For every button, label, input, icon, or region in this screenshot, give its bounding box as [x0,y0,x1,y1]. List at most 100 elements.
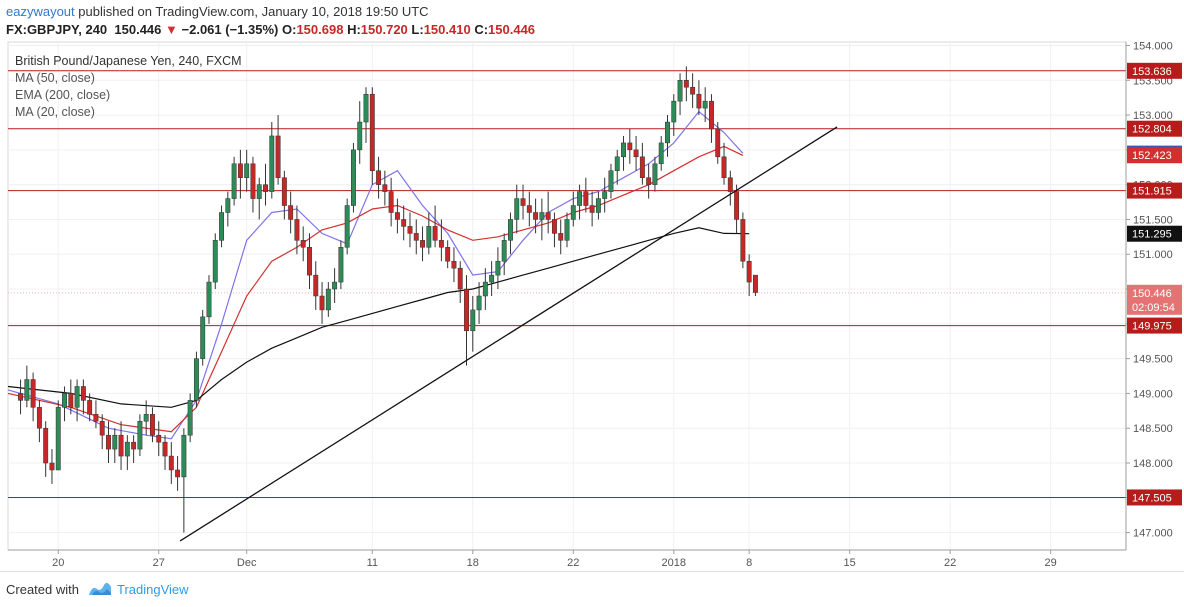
level-price-tag-bg [1127,317,1182,334]
time-axis[interactable]: 20 27 Dec 11 18 22 2018 8 15 22 29 [52,550,1057,569]
candle-body [181,434,187,478]
open-label: O: [282,22,297,37]
candle-body [376,170,382,185]
candle-body [200,316,206,359]
candle-body [445,247,451,262]
x-tick-label: 2018 [662,557,686,569]
candle-body [43,427,49,464]
candle-body [690,86,696,95]
candle-body [508,219,513,241]
candle-body [112,434,118,450]
candle-body [118,434,124,457]
candle-body [451,260,457,269]
candle-body [36,407,42,429]
candle-body [237,163,243,178]
candle-body [175,469,181,478]
candle-body [558,233,564,241]
legend-ma20: MA (20, close) [15,105,95,119]
footer: Created with TradingView [0,571,1184,607]
candle-body [671,100,677,123]
candle-body [99,421,105,436]
candle-body [319,295,325,311]
candle-body [250,163,256,199]
x-tick-label: 11 [367,557,378,569]
plot-area[interactable] [7,41,1127,551]
level-price-tag-bg [1127,62,1182,79]
candle-body [187,400,193,436]
horizontal-levels [8,70,1126,498]
candle-body [721,156,727,178]
x-tick-label: 22 [944,557,956,569]
candle-body [288,205,294,220]
candle-body [162,441,168,457]
candle-body [87,400,93,415]
candle-body [55,407,61,471]
candle-body [168,455,174,471]
candle-body [470,309,476,332]
candle-body [106,434,111,450]
candle-body [520,198,526,206]
open-value: 150.698 [296,22,344,37]
candle-body [464,288,469,332]
candle-body [533,212,539,220]
candle-body [294,219,300,241]
candle-body [49,462,55,471]
candle-body [696,93,702,109]
candle-body [740,219,746,262]
candle-body [24,379,30,401]
candle-body [219,212,225,241]
candle-body [633,149,639,158]
tradingview-link[interactable]: TradingView [117,582,189,597]
publish-line: eazywayout published on TradingView.com,… [6,4,429,19]
candle-body [401,219,407,227]
price-chart[interactable]: 147.000147.500148.000148.500149.000149.5… [0,0,1184,571]
legend-ma50: MA (50, close) [15,71,95,85]
trendline-group[interactable] [179,126,838,542]
candle-body [621,142,626,158]
candle-body [369,93,375,171]
y-tick-label: 148.500 [1133,423,1173,435]
candle-body [457,267,463,290]
candle-body [325,288,331,311]
low-value: 150.410 [423,22,471,37]
candle-body [62,393,67,408]
candle-body [583,191,589,206]
candle-body [150,414,155,436]
indicator-price-tag-bg [1127,225,1182,242]
candle-body [639,156,645,178]
candle-body [614,156,620,171]
countdown-tag: 02:09:54 [1132,302,1175,314]
candle-body [344,205,350,248]
x-tick-label: 8 [746,557,752,569]
candle-body [683,80,689,88]
x-tick-label: 20 [52,557,64,569]
triangle-down-icon: ▼ [165,22,178,37]
y-tick-label: 151.500 [1133,214,1173,226]
candle-body [438,240,444,248]
candle-body [501,240,507,262]
candle-body [589,205,595,213]
candle-body [193,358,199,401]
candle-body [407,226,413,234]
last-price: 150.446 [114,22,162,37]
candle-body [212,240,218,283]
last-price-tag-bg [1127,284,1182,315]
level-price-tag: 152.804 [1132,124,1172,136]
candle-body [93,414,99,422]
tradingview-logo-icon[interactable] [88,581,112,597]
chart-legend: British Pound/Japanese Yen, 240, FXCM MA… [15,54,242,119]
candle-body [476,295,482,311]
y-tick-label: 151.000 [1133,249,1173,261]
candle-body [206,281,212,318]
level-price-tag-bg [1127,182,1182,199]
price-tags: 153.636 152.804 151.915 149.975 147.505 152.4… [1127,62,1182,506]
legend-title: British Pound/Japanese Yen, 240, FXCM [15,54,242,68]
candle-body [156,434,162,443]
x-tick-label: 27 [153,557,165,569]
x-tick-label: 15 [844,557,856,569]
author-link[interactable]: eazywayout [6,4,75,19]
trendline[interactable] [179,126,838,542]
candle-body [281,177,287,206]
candle-body [752,274,758,293]
candle-body [80,386,86,401]
